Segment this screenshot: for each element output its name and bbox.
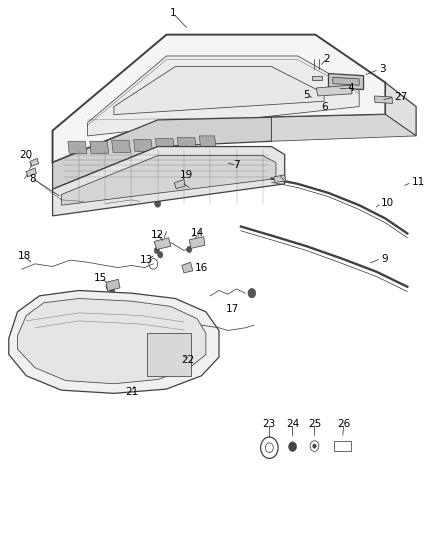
Circle shape: [248, 288, 256, 298]
Polygon shape: [155, 139, 174, 150]
Circle shape: [187, 246, 192, 253]
Text: 5: 5: [303, 90, 310, 100]
Text: 23: 23: [263, 419, 276, 429]
Text: 15: 15: [94, 273, 107, 283]
Polygon shape: [68, 141, 87, 154]
Polygon shape: [106, 279, 120, 291]
Text: 24: 24: [286, 419, 299, 429]
Text: 21: 21: [125, 387, 138, 397]
Text: 22: 22: [182, 355, 195, 365]
Text: 6: 6: [321, 102, 328, 111]
Text: 20: 20: [19, 150, 32, 159]
Polygon shape: [316, 85, 352, 96]
Polygon shape: [199, 136, 216, 148]
Text: 1: 1: [170, 9, 177, 18]
Text: 27: 27: [394, 92, 407, 102]
Circle shape: [306, 92, 312, 100]
Polygon shape: [385, 83, 416, 136]
Circle shape: [110, 287, 115, 294]
Polygon shape: [154, 238, 171, 249]
Text: 18: 18: [18, 251, 31, 261]
Polygon shape: [53, 35, 385, 163]
Polygon shape: [174, 180, 185, 189]
Polygon shape: [30, 158, 39, 166]
Polygon shape: [114, 67, 324, 115]
Text: 8: 8: [29, 174, 36, 183]
Polygon shape: [189, 237, 205, 248]
Polygon shape: [90, 141, 109, 154]
Text: 12: 12: [151, 230, 164, 239]
Polygon shape: [112, 140, 131, 152]
Polygon shape: [9, 290, 219, 393]
Circle shape: [319, 99, 325, 106]
Circle shape: [158, 252, 163, 258]
Text: 9: 9: [381, 254, 388, 263]
Circle shape: [313, 444, 316, 448]
Polygon shape: [374, 96, 392, 103]
Text: 3: 3: [379, 64, 385, 74]
Text: 26: 26: [337, 419, 350, 429]
Circle shape: [154, 247, 159, 254]
Polygon shape: [26, 168, 36, 177]
Polygon shape: [134, 140, 152, 151]
Text: 4: 4: [347, 83, 354, 93]
Circle shape: [106, 284, 111, 290]
Text: 11: 11: [412, 177, 425, 187]
Circle shape: [58, 196, 64, 204]
Circle shape: [128, 198, 134, 205]
Text: 14: 14: [191, 229, 204, 238]
Text: 25: 25: [308, 419, 321, 429]
Text: 7: 7: [233, 160, 240, 170]
Polygon shape: [328, 74, 364, 90]
Circle shape: [289, 442, 297, 451]
Polygon shape: [182, 262, 193, 273]
Polygon shape: [88, 56, 359, 136]
Text: 16: 16: [195, 263, 208, 272]
Text: 10: 10: [381, 198, 394, 207]
Polygon shape: [53, 147, 285, 216]
Polygon shape: [147, 333, 191, 376]
Polygon shape: [333, 77, 359, 85]
Bar: [334, 441, 351, 451]
Circle shape: [325, 102, 330, 108]
Text: 17: 17: [226, 304, 239, 314]
Polygon shape: [53, 117, 272, 189]
Text: 2: 2: [323, 54, 330, 63]
Polygon shape: [61, 156, 276, 205]
Text: 19: 19: [180, 170, 193, 180]
Polygon shape: [177, 138, 196, 149]
Polygon shape: [272, 115, 416, 141]
Text: 13: 13: [140, 255, 153, 265]
Polygon shape: [18, 298, 206, 384]
Circle shape: [80, 198, 86, 205]
Polygon shape: [312, 76, 322, 80]
Polygon shape: [274, 175, 286, 182]
Circle shape: [102, 200, 108, 207]
Circle shape: [155, 200, 161, 207]
